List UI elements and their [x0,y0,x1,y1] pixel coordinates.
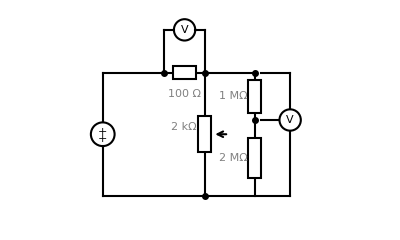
Text: +: + [98,127,108,137]
Bar [248,138,261,178]
Text: V: V [286,115,294,125]
Bar [248,80,261,113]
Text: 1 MΩ: 1 MΩ [219,91,248,101]
Text: 100 Ω: 100 Ω [168,89,201,99]
Bar [198,116,211,152]
Text: +: + [98,134,108,144]
Text: V: V [181,25,188,35]
Text: 2 MΩ: 2 MΩ [219,153,248,163]
Text: 2 kΩ: 2 kΩ [170,122,196,132]
Bar [173,66,196,79]
